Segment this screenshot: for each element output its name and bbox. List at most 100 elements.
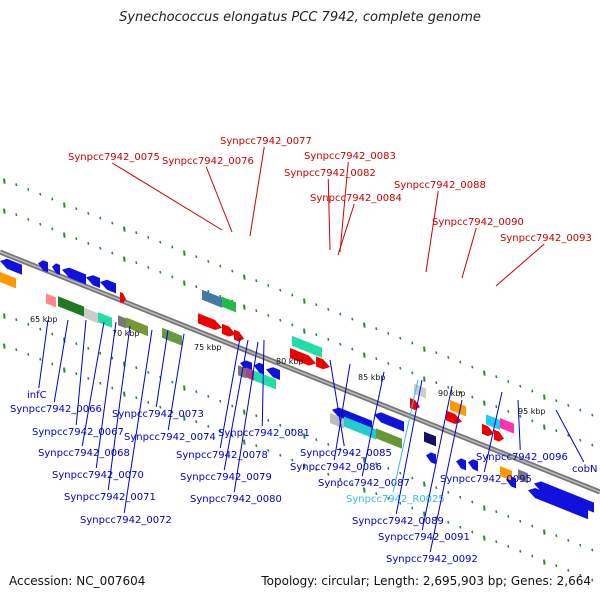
gene-box[interactable] <box>376 428 402 449</box>
gene-label[interactable]: Synpcc7942_0078 <box>176 450 268 461</box>
tick-mark <box>39 327 42 331</box>
gene-arrow[interactable] <box>38 260 48 273</box>
gene-label[interactable]: Synpcc7942_0088 <box>394 180 486 191</box>
tick-mark <box>519 384 522 388</box>
gene-arrow[interactable] <box>266 367 280 380</box>
gene-box[interactable] <box>500 418 514 434</box>
gene-label[interactable]: Synpcc7942_0071 <box>64 492 156 503</box>
gene-arrow[interactable] <box>528 488 588 520</box>
gene-label[interactable]: Synpcc7942_0087 <box>318 478 410 489</box>
gene-arrow[interactable] <box>254 362 264 375</box>
gene-label[interactable]: cobN <box>572 464 597 475</box>
gene-arrow[interactable] <box>62 267 86 285</box>
tick-mark <box>483 370 486 376</box>
gene-box[interactable] <box>254 370 276 390</box>
tick-mark <box>351 452 354 456</box>
gene-box[interactable] <box>0 272 16 289</box>
gene-label[interactable]: Synpcc7942_0066 <box>10 404 102 415</box>
gene-box[interactable] <box>222 296 236 313</box>
gene-label[interactable]: Synpcc7942_0083 <box>304 151 396 162</box>
tick-mark <box>171 245 174 249</box>
gene-label[interactable]: Synpcc7942_0081 <box>218 428 310 439</box>
gene-box[interactable] <box>46 293 56 308</box>
gene-label[interactable]: Synpcc7942_0074 <box>124 432 216 443</box>
gene-label[interactable]: Synpcc7942_0096 <box>476 452 568 463</box>
gene-box[interactable] <box>84 307 98 324</box>
gene-arrow[interactable] <box>482 423 494 437</box>
tick-mark <box>459 495 462 499</box>
gene-arrow[interactable] <box>234 329 244 342</box>
gene-box[interactable] <box>202 289 222 308</box>
gene-box[interactable] <box>500 466 512 481</box>
gene-box[interactable] <box>344 416 376 440</box>
gene-arrow[interactable] <box>0 258 22 275</box>
leader-line <box>429 399 463 553</box>
gene-box[interactable] <box>486 414 500 430</box>
tick-mark <box>423 376 426 382</box>
gene-label[interactable]: Synpcc7942_0092 <box>386 554 478 565</box>
gene-arrow[interactable] <box>534 481 594 513</box>
tick-mark <box>315 468 318 472</box>
gene-label[interactable]: Synpcc7942_0093 <box>500 233 592 244</box>
gene-label[interactable]: Synpcc7942_0091 <box>378 532 470 543</box>
gene-label[interactable]: Synpcc7942_0089 <box>352 516 444 527</box>
gene-arrow[interactable] <box>100 279 116 294</box>
gene-label[interactable]: Synpcc7942_0076 <box>162 156 254 167</box>
tick-mark <box>519 549 522 553</box>
leader-line <box>261 339 265 427</box>
gene-arrow[interactable] <box>120 292 126 304</box>
gene-box[interactable] <box>126 317 148 337</box>
gene-label[interactable]: Synpcc7942_0090 <box>432 217 524 228</box>
gene-label[interactable]: Synpcc7942_0082 <box>284 168 376 179</box>
tick-mark <box>27 353 30 356</box>
gene-label[interactable]: Synpcc7942_0080 <box>190 494 282 505</box>
gene-box[interactable] <box>162 327 182 346</box>
gene-label[interactable]: Synpcc7942_0085 <box>300 448 392 459</box>
gene-label[interactable]: Synpcc7942_0070 <box>52 470 144 481</box>
gene-box[interactable] <box>518 469 528 484</box>
tick-mark <box>471 500 474 504</box>
tick-mark <box>291 323 294 327</box>
tick-mark <box>495 540 498 544</box>
gene-box[interactable] <box>98 312 112 328</box>
tick-mark <box>3 313 6 319</box>
gene-label[interactable]: Synpcc7942_0068 <box>38 448 130 459</box>
tick-mark <box>99 246 102 250</box>
gene-label[interactable]: infC <box>27 390 47 401</box>
gene-label[interactable]: Synpcc7942_0079 <box>180 472 272 483</box>
gene-label[interactable]: Synpcc7942_0072 <box>80 515 172 526</box>
gene-arrow[interactable] <box>86 275 100 288</box>
gene-arrow[interactable] <box>198 313 222 330</box>
tick-mark <box>87 347 90 350</box>
gene-arrow[interactable] <box>374 412 404 432</box>
gene-arrow[interactable] <box>290 348 316 366</box>
gene-label[interactable]: Synpcc7942_0095 <box>440 474 532 485</box>
gene-arrow[interactable] <box>316 356 330 370</box>
gene-arrow[interactable] <box>456 458 466 471</box>
gene-box[interactable] <box>424 431 436 447</box>
gene-label[interactable]: Synpcc7942_R0025 <box>346 494 445 505</box>
gene-arrow[interactable] <box>506 476 516 489</box>
gene-box[interactable] <box>58 296 84 317</box>
gene-label[interactable]: Synpcc7942_0077 <box>220 136 312 147</box>
gene-label[interactable]: Synpcc7942_0067 <box>32 427 124 438</box>
gene-box[interactable] <box>450 400 466 417</box>
gene-arrow[interactable] <box>222 323 236 337</box>
gene-arrow[interactable] <box>426 452 436 465</box>
gene-arrow[interactable] <box>52 263 60 275</box>
leader-line <box>111 162 223 231</box>
gene-box[interactable] <box>292 335 322 358</box>
gene-label[interactable]: Synpcc7942_0073 <box>112 409 204 420</box>
tick-mark <box>531 419 534 423</box>
tick-mark <box>279 423 282 427</box>
gene-arrow[interactable] <box>468 459 478 472</box>
gene-label[interactable]: Synpcc7942_0075 <box>68 152 160 163</box>
gene-label[interactable]: Synpcc7942_0084 <box>310 193 402 204</box>
gene-label[interactable]: Synpcc7942_0086 <box>290 462 382 473</box>
gene-arrow[interactable] <box>494 429 504 442</box>
tick-mark <box>123 391 126 397</box>
tick-mark <box>111 356 114 360</box>
tick-mark <box>507 410 510 413</box>
gene-box[interactable] <box>118 315 126 329</box>
